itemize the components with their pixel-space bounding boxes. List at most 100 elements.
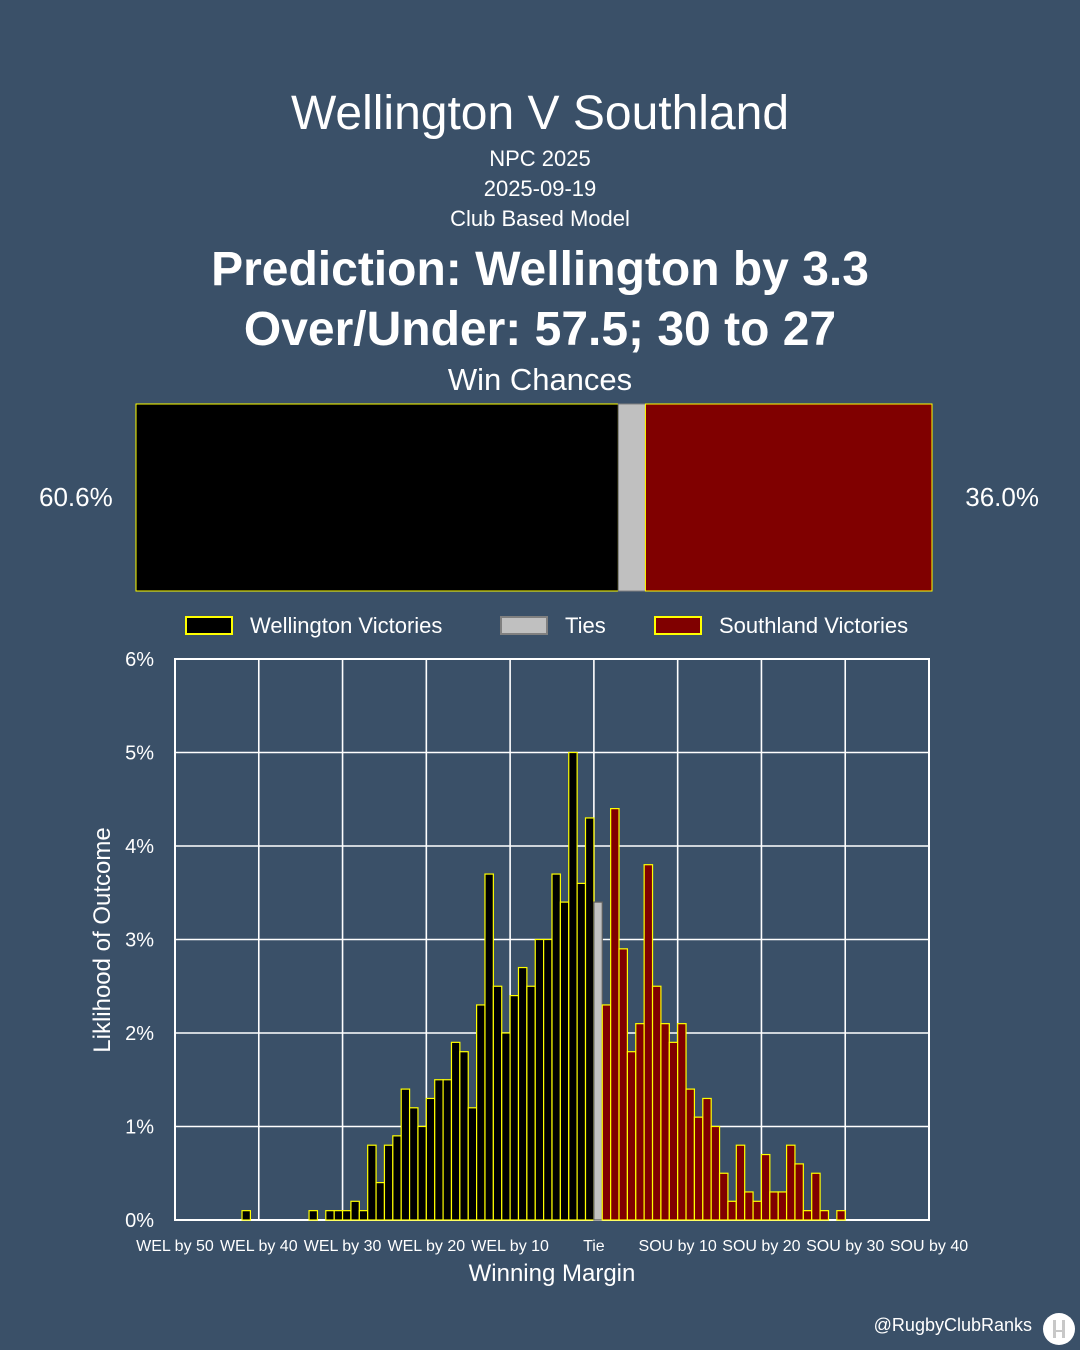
histogram-bar	[467, 1107, 478, 1221]
x-tick-label: WEL by 40	[220, 1238, 298, 1255]
histogram-bar	[551, 873, 561, 1221]
x-tick-label: WEL by 30	[304, 1238, 382, 1255]
histogram-bar	[836, 1210, 846, 1221]
histogram-bar	[660, 1023, 670, 1221]
legend-label: Southland Victories	[719, 613, 908, 638]
histogram-bar	[727, 1200, 737, 1221]
histogram-bar	[509, 994, 520, 1221]
histogram-bar	[677, 1023, 687, 1221]
histogram-bar	[434, 1079, 444, 1221]
histogram-bar	[367, 1144, 377, 1221]
histogram-bar	[584, 817, 595, 1221]
histogram-bar	[811, 1172, 821, 1221]
y-tick-label: 1%	[125, 1117, 154, 1139]
histogram-bar	[325, 1210, 335, 1221]
histogram-bar	[618, 948, 628, 1221]
legend-swatch	[500, 616, 548, 635]
histogram-bar	[635, 1023, 645, 1221]
histogram-bar	[526, 985, 536, 1221]
histogram-bar	[333, 1210, 344, 1221]
x-tick-label: SOU by 30	[806, 1238, 884, 1255]
histogram-bar	[350, 1200, 360, 1221]
histogram-bar	[476, 1004, 486, 1221]
histogram-bar	[685, 1088, 696, 1221]
win-chances-bar	[135, 403, 933, 592]
prediction-text: Prediction: Wellington by 3.3	[211, 243, 869, 296]
model-label: Club Based Model	[450, 206, 630, 231]
y-tick-label: 6%	[125, 649, 154, 671]
competition-label: NPC 2025	[489, 146, 591, 171]
logo-icon	[1043, 1313, 1075, 1345]
histogram-bar	[241, 1210, 251, 1221]
histogram-bar	[752, 1200, 763, 1221]
histogram-bar	[693, 1116, 704, 1221]
histogram-bar	[576, 882, 587, 1221]
histogram-bar	[651, 985, 662, 1221]
x-tick-label: SOU by 10	[639, 1238, 717, 1255]
histogram-bar	[543, 938, 553, 1221]
x-axis-label: Winning Margin	[469, 1260, 636, 1287]
match-date: 2025-09-19	[483, 176, 597, 201]
histogram-bar	[643, 864, 654, 1221]
away-win-segment	[644, 403, 933, 592]
histogram-bar	[450, 1041, 461, 1221]
x-tick-label: WEL by 20	[387, 1238, 465, 1255]
histogram-bar	[425, 1097, 436, 1221]
histogram-bar	[794, 1163, 804, 1221]
histogram-bar	[668, 1041, 679, 1221]
away-win-percentage: 36.0%	[965, 482, 1039, 512]
footer-credit: @RugbyClubRanks	[873, 1315, 1032, 1335]
histogram-bar	[400, 1088, 411, 1221]
legend-label: Wellington Victories	[250, 613, 442, 638]
histogram-bar	[769, 1191, 779, 1221]
x-tick-label: SOU by 20	[722, 1238, 800, 1255]
chart-title: Wellington V Southland	[290, 87, 790, 140]
histogram-bar	[559, 901, 570, 1221]
histogram-bar	[593, 901, 603, 1221]
y-tick-label: 0%	[125, 1210, 154, 1232]
histogram-bar	[484, 873, 494, 1221]
histogram-bar	[785, 1144, 796, 1221]
win-chances-title: Win Chances	[447, 362, 633, 397]
legend-swatch	[185, 616, 233, 635]
histogram-bar	[534, 938, 545, 1221]
x-tick-label: Tie	[583, 1238, 605, 1255]
x-tick-label: SOU by 40	[890, 1238, 968, 1255]
histogram-bar	[802, 1210, 813, 1221]
histogram-bar	[459, 1051, 469, 1221]
histogram-bar	[308, 1210, 319, 1221]
histogram-bar	[718, 1172, 729, 1221]
histogram-bar	[710, 1125, 721, 1221]
y-tick-label: 5%	[125, 743, 154, 765]
legend-label: Ties	[565, 613, 606, 638]
y-tick-label: 2%	[125, 1023, 154, 1045]
histogram-bar	[610, 807, 620, 1221]
histogram-bar	[777, 1191, 788, 1221]
home-win-percentage: 60.6%	[39, 482, 113, 512]
histogram-bar	[601, 1004, 612, 1221]
histogram-bar	[358, 1210, 369, 1221]
over-under-text: Over/Under: 57.5; 30 to 27	[243, 303, 837, 356]
histogram-bar	[501, 1032, 511, 1221]
histogram-bar	[626, 1051, 637, 1221]
winning-margin-histogram: Wellington Victories Ties Southland Victor…	[89, 613, 968, 1287]
legend-swatch	[654, 616, 702, 635]
histogram-bar	[375, 1181, 386, 1221]
y-tick-label: 3%	[125, 930, 154, 952]
x-tick-label: WEL by 10	[471, 1238, 549, 1255]
histogram-bar	[702, 1097, 712, 1221]
histogram-bar	[341, 1210, 352, 1221]
histogram-bar	[408, 1107, 419, 1221]
histogram-bar	[760, 1153, 771, 1221]
histogram-bar	[744, 1191, 754, 1221]
histogram-bar	[819, 1210, 830, 1221]
histogram-bar	[383, 1144, 394, 1221]
y-tick-label: 4%	[125, 836, 154, 858]
histogram-bar	[417, 1125, 427, 1221]
histogram-bar	[492, 985, 503, 1221]
histogram-bar	[517, 966, 528, 1221]
x-tick-label: WEL by 50	[136, 1238, 214, 1255]
y-axis-label: Liklihood of Outcome	[89, 827, 116, 1052]
histogram-bar	[735, 1144, 746, 1221]
histogram-bar	[392, 1135, 402, 1221]
